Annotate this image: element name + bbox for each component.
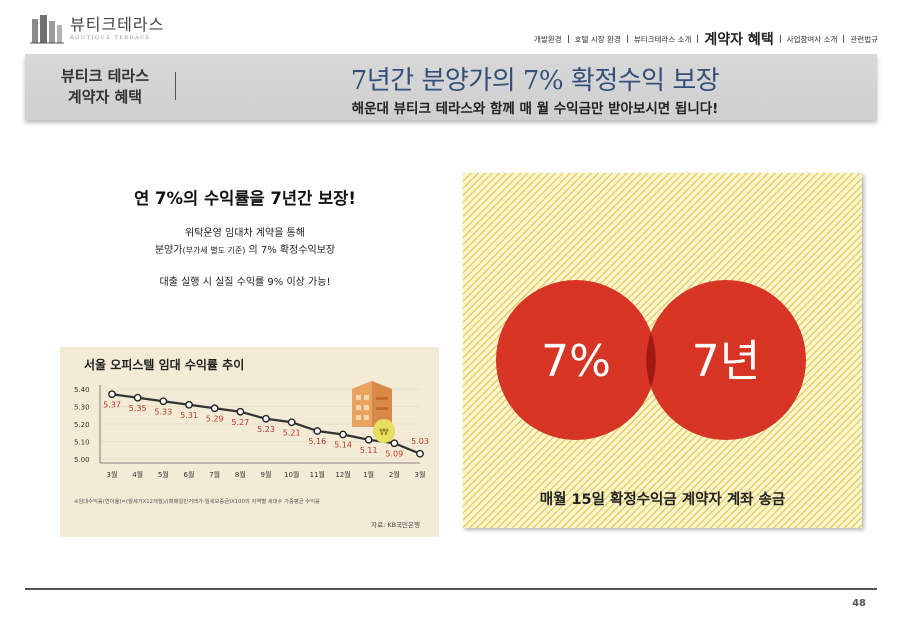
y-tick-label: 5.30 [74,404,90,412]
circle-rate-label: 7% [541,336,611,387]
circle-years [646,280,806,440]
data-label: 5.29 [206,414,224,423]
nav-item-partners[interactable]: 사업참여사 소개 [786,34,838,44]
data-label: 5.35 [129,404,147,413]
nav-separator [843,35,845,43]
data-label: 5.37 [103,400,121,409]
banner-divider [175,72,176,100]
x-tick-label: 12월 [335,470,350,479]
brand-name-korean: 뷰티크테라스 [70,15,165,34]
top-navigation: 개발환경 호텔 시장 환경 뷰티크테라스 소개 계약자 혜택 사업참여사 소개 … [534,29,878,49]
benefit-details: 위탁운영 임대차 계약을 통해 분양가(부가세 별도 기준) 의 7% 확정수익… [60,225,430,259]
footer-divider [25,588,877,590]
benefit-loan-note: 대출 실행 시 실질 수익률 9% 이상 가능! [159,277,331,288]
y-tick-label: 5.00 [74,456,90,464]
data-point [133,393,142,402]
data-label: 5.33 [154,407,172,416]
benefit-detail-line2-rest: 의 7% 확정수익보장 [245,245,336,256]
data-point [416,449,424,458]
benefit-detail-line2: 분양가(부가세 별도 기준) 의 7% 확정수익보장 [60,242,430,259]
circle-rate [496,280,656,440]
page-subtitle: 해운대 뷰티크 테라스와 함께 매 월 수익금만 받아보시면 됩니다! [351,101,719,117]
y-tick-label: 5.40 [74,386,90,394]
x-tick-label: 1월 [363,470,374,479]
yield-trend-chart: 서울 오피스텔 임대 수익률 추이 5.40 5.30 5.20 5.10 5.00 5.3… [60,347,439,537]
page-number: 48 [852,598,866,609]
data-label: 5.31 [180,411,198,420]
data-point [390,439,399,448]
circle-years-label: 7년 [692,336,760,387]
circle-overlap [646,333,656,387]
section-label-line1: 뷰티크 테라스 [60,67,150,85]
benefit-detail-line2-note: (부가세 별도 기준) [182,246,246,255]
data-point [159,397,168,406]
brand-logo[interactable]: 뷰티크테라스 BOUTIQUE TERRACE [28,12,178,46]
data-label: 5.16 [308,437,326,446]
benefit-detail-line1: 위탁운영 임대차 계약을 통해 [185,228,305,239]
nav-item-regulations[interactable]: 관련법규 [850,34,878,44]
data-label: 5.14 [334,441,352,450]
x-tick-label: 8월 [235,470,246,479]
data-point [210,404,219,413]
nav-separator [626,35,628,43]
svg-text:₩: ₩ [380,428,389,438]
page-title: 7년간 분양가의 7% 확정수익 보장 [350,66,720,96]
guarantee-graphic: 7% 7년 매월 15일 확정수익금 계약자 계좌 송금 [463,173,862,528]
x-tick-label: 5월 [158,470,169,479]
building-illustration-icon: ₩ [352,381,395,443]
data-label: 5.11 [360,446,378,455]
nav-separator [779,35,781,43]
data-point [313,427,322,435]
guarantee-circles-svg: 7% 7년 [496,280,806,440]
data-point [262,414,270,423]
data-point [339,430,347,439]
data-label: 5.23 [257,425,275,434]
y-tick-label: 5.10 [74,439,90,447]
benefit-headline: 연 7%의 수익률을 7년간 보장! [134,189,356,208]
x-tick-label: 2월 [389,470,400,479]
title-banner: 뷰티크 테라스 계약자 혜택 7년간 분양가의 7% 확정수익 보장 해운대 뷰… [25,54,877,120]
data-label: 5.09 [385,449,403,458]
x-tick-label: 3월 [107,470,118,479]
building-logo-icon [30,15,64,44]
yield-trend-chart-svg: 서울 오피스텔 임대 수익률 추이 5.40 5.30 5.20 5.10 5.00 5.3… [74,357,429,529]
chart-title: 서울 오피스텔 임대 수익률 추이 [84,357,244,372]
x-tick-label: 11월 [310,470,325,479]
data-point [185,400,193,409]
remittance-caption: 매월 15일 확정수익금 계약자 계좌 송금 [539,492,786,508]
y-tick-label: 5.20 [74,421,90,429]
nav-item-benefits[interactable]: 계약자 혜택 [704,32,774,48]
x-tick-label: 4월 [132,470,143,479]
chart-footnote: ※임대수익률(연이율)=(월세가X12개월)/(매매일반거래가-월세보증금)X1… [74,497,320,505]
data-point [108,390,116,399]
nav-separator [567,35,569,43]
data-point [236,407,245,416]
x-tick-label: 10월 [284,470,299,479]
section-label-line2: 계약자 혜택 [67,88,143,106]
data-label: 5.21 [283,428,301,437]
chart-source: 자료: KB국민은행 [371,520,420,529]
benefit-detail-line2-main: 분양가 [154,245,183,256]
data-point [287,418,296,427]
x-tick-label: 7월 [209,470,220,479]
data-point [364,435,373,444]
nav-separator [697,35,699,43]
brand-name-english: BOUTIQUE TERRACE [70,35,151,41]
x-tick-label: 6월 [184,470,195,479]
nav-item-introduction[interactable]: 뷰티크테라스 소개 [633,34,692,44]
nav-item-hotel-market[interactable]: 호텔 시장 환경 [574,34,621,44]
x-tick-label: 9월 [261,470,272,479]
nav-item-development[interactable]: 개발환경 [534,34,562,44]
section-label: 뷰티크 테라스 계약자 혜택 [53,66,157,108]
benefit-description: 연 7%의 수익률을 7년간 보장! 위탁운영 임대차 계약을 통해 분양가(부… [60,185,430,288]
data-label: 5.27 [231,418,249,427]
data-label: 5.03 [411,437,429,446]
x-tick-label: 3월 [415,470,426,479]
